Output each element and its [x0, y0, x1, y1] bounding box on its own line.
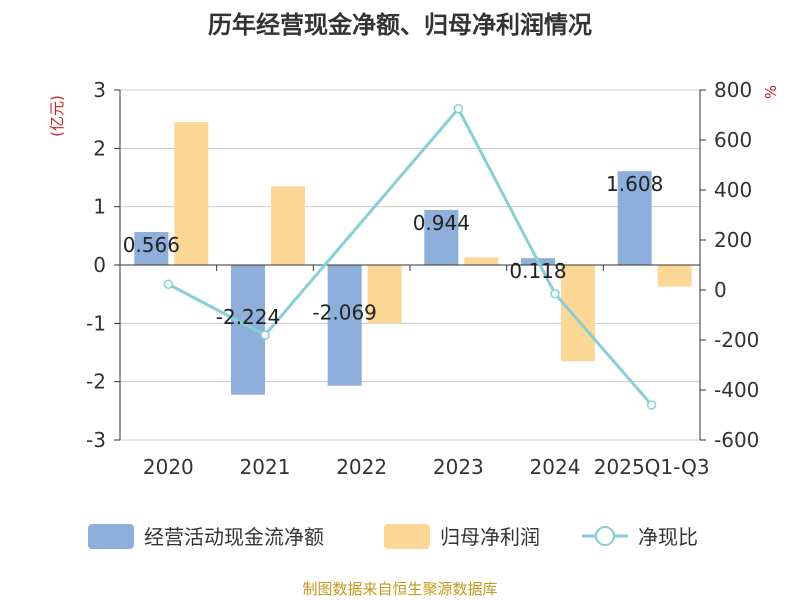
data-label: 0.118: [509, 259, 566, 283]
data-label: -2.069: [312, 300, 376, 324]
y-right-tick-label: 600: [714, 128, 752, 152]
legend-label: 经营活动现金流净额: [144, 525, 324, 549]
y-left-tick-label: -1: [86, 311, 106, 335]
ratio-line-series: [163, 104, 657, 410]
bar: [464, 257, 499, 265]
y-left-tick-label: 0: [93, 253, 106, 277]
ratio-point: [260, 330, 270, 340]
legend-label: 净现比: [638, 525, 698, 549]
y-right-tick-label: -200: [714, 328, 759, 352]
data-labels: 0.566 -2.224 -2.069 0.944 0.118 1.608: [123, 172, 664, 329]
legend-label: 归母净利润: [440, 525, 540, 549]
y-left-tick-label: -3: [86, 428, 106, 452]
x-tick-label: 2020: [143, 455, 194, 479]
x-tick-label: 2025Q1-Q3: [594, 455, 710, 479]
bar: [271, 186, 305, 265]
data-label: -2.224: [216, 305, 280, 329]
ratio-point: [163, 279, 174, 289]
y-right-tick-label: 800: [714, 78, 752, 102]
bar: [424, 209, 459, 265]
y-right-tick-label: 400: [714, 178, 752, 202]
bar: [367, 265, 402, 324]
data-label: 0.944: [413, 211, 470, 235]
legend-swatch: [384, 524, 430, 549]
bar: [231, 265, 265, 395]
axes: 3 2 1 0 -1 -2 -3 800 600 400 200 0 -200 -400 -600 2020 2…: [86, 78, 759, 479]
x-tick-label: 2021: [240, 455, 291, 479]
legend-swatch: [88, 524, 134, 549]
y-right-tick-label: -600: [714, 428, 759, 452]
data-label: 1.608: [606, 172, 663, 196]
bar: [174, 122, 209, 265]
x-tick-label: 2022: [336, 455, 387, 479]
y-right-tick-label: 200: [714, 228, 752, 252]
y-right-tick-label: -400: [714, 378, 759, 402]
chart-title: 历年经营现金净额、归母净利润情况: [208, 11, 592, 39]
source-note: 制图数据来自恒生聚源数据库: [302, 580, 497, 598]
bar: [561, 265, 595, 362]
ratio-point: [550, 289, 560, 299]
y-axis-left-label: (亿元): [48, 95, 66, 137]
bar: [134, 231, 169, 265]
bar-series: [134, 122, 692, 395]
y-left-tick-label: 2: [93, 136, 106, 160]
bar: [327, 265, 362, 386]
y-right-tick-label: 0: [714, 278, 727, 302]
y-left-tick-label: 1: [93, 195, 106, 219]
data-label: 0.566: [123, 233, 180, 257]
x-tick-label: 2024: [530, 455, 581, 479]
x-tick-label: 2023: [433, 455, 484, 479]
legend: 经营活动现金流净额 归母净利润 净现比: [88, 524, 698, 549]
ratio-point: [453, 104, 464, 114]
bar: [657, 265, 692, 287]
bar: [617, 171, 652, 265]
y-axis-right-label: %: [762, 85, 780, 99]
y-left-tick-label: -2: [86, 370, 106, 394]
legend-marker: [595, 526, 615, 546]
ratio-point: [646, 400, 657, 410]
y-left-tick-label: 3: [93, 78, 106, 102]
